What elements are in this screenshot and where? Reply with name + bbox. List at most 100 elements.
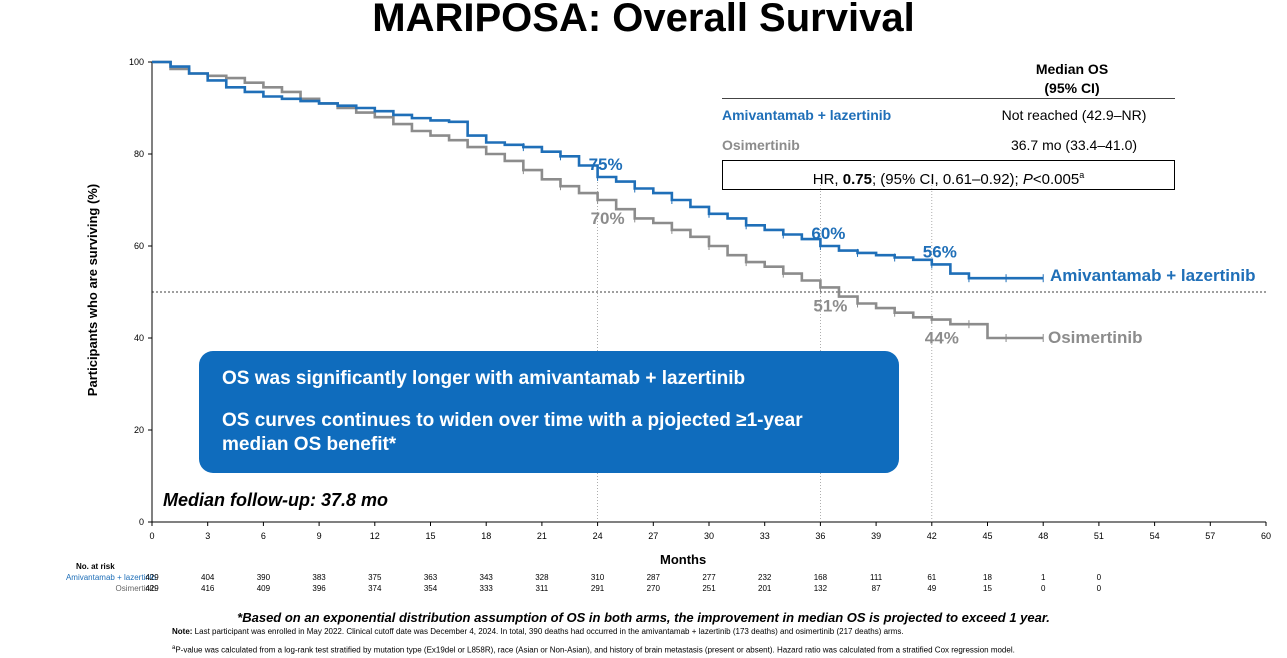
hazard-ratio-box: HR, 0.75; (95% CI, 0.61–0.92); P<0.005a [722, 160, 1175, 190]
risk-value: 328 [535, 573, 549, 582]
risk-value: 0 [1096, 584, 1102, 593]
risk-value: 277 [702, 573, 716, 582]
x-tick-label: 51 [1094, 531, 1104, 541]
risk-value: 168 [813, 573, 828, 582]
x-tick-label: 30 [704, 531, 714, 541]
pvalue-superscript: a [172, 645, 176, 651]
risk-value: 251 [702, 584, 716, 593]
series-end-label-osimertinib: Osimertinib [1048, 328, 1142, 347]
key-findings-callout: OS was significantly longer with amivant… [199, 351, 899, 473]
callout-line-2: OS curves continues to widen over time w… [222, 410, 803, 455]
percent-label: 60% [811, 224, 845, 243]
risk-value: 363 [423, 573, 438, 582]
survival-curve-osimertinib [152, 60, 1044, 340]
x-tick-label: 36 [815, 531, 825, 541]
hr-middle: ; (95% CI, 0.61–0.92); [871, 171, 1023, 188]
x-tick-label: 54 [1150, 531, 1160, 541]
risk-value: 1 [1040, 573, 1046, 582]
risk-value: 310 [590, 573, 605, 582]
median-os-header-line1: Median OS [1035, 61, 1109, 77]
percent-label: 75% [589, 155, 623, 174]
hr-superscript: a [1079, 170, 1085, 180]
risk-value: 311 [535, 584, 549, 593]
risk-row-label-amivantamab: Amivantamab + lazertinib [65, 573, 156, 582]
risk-row-label-osimertinib: Osimertinib [115, 584, 156, 593]
median-os-header-line2: (95% CI) [1044, 80, 1100, 96]
x-tick-label: 9 [317, 531, 322, 541]
note-label: Note: [172, 627, 193, 636]
x-axis-label: Months [660, 552, 707, 567]
percent-label: 70% [591, 209, 625, 228]
median-row-amivantamab-value: Not reached (42.9–NR) [1001, 107, 1147, 123]
risk-table-title: No. at risk [76, 562, 115, 571]
x-tick-label: 24 [593, 531, 603, 541]
callout-line-1: OS was significantly longer with amivant… [222, 368, 746, 389]
risk-value: 374 [368, 584, 382, 593]
y-tick-label: 20 [134, 425, 144, 435]
x-tick-label: 45 [982, 531, 992, 541]
median-os-header: Median OS (95% CI) [982, 60, 1162, 98]
percent-label: 51% [813, 296, 847, 315]
risk-value: 429 [145, 573, 159, 582]
risk-value: 0 [1040, 584, 1046, 593]
x-tick-label: 0 [149, 531, 154, 541]
x-tick-label: 12 [370, 531, 380, 541]
risk-value: 132 [813, 584, 828, 593]
x-tick-label: 57 [1205, 531, 1215, 541]
median-row-osimertinib-name: Osimertinib [722, 137, 800, 153]
hr-p-label: P [1022, 171, 1033, 188]
y-axis-label: Participants who are surviving (%) [85, 184, 100, 396]
x-tick-label: 15 [425, 531, 435, 541]
risk-value: 287 [646, 573, 660, 582]
percent-annotations: 75% 70% 60% 51% 56% 44% [589, 155, 959, 348]
hr-p-value: <0.005 [1032, 171, 1080, 188]
risk-value: 333 [479, 584, 493, 593]
risk-value: 354 [423, 584, 438, 593]
y-tick-label: 60 [134, 241, 144, 251]
risk-value: 87 [871, 584, 881, 593]
number-at-risk-table: No. at risk Amivantamab + lazertinib Osi… [0, 562, 1287, 598]
risk-value: 61 [927, 573, 937, 582]
risk-value: 416 [201, 584, 215, 593]
risk-value: 49 [927, 584, 937, 593]
risk-value: 232 [758, 573, 772, 582]
risk-value: 404 [201, 573, 215, 582]
cutoff-note: Note: Last participant was enrolled in M… [172, 627, 904, 636]
x-tick-label: 42 [927, 531, 937, 541]
y-tick-label: 80 [134, 149, 144, 159]
page-title: MARIPOSA: Overall Survival [372, 0, 915, 40]
risk-value: 15 [983, 584, 992, 593]
x-tick-label: 6 [261, 531, 266, 541]
median-row-amivantamab-name: Amivantamab + lazertinib [722, 107, 892, 123]
x-tick-label: 3 [205, 531, 210, 541]
x-tick-label: 18 [481, 531, 491, 541]
risk-value: 18 [983, 573, 992, 582]
x-tick-label: 39 [871, 531, 881, 541]
risk-value: 396 [312, 584, 326, 593]
note-text: Last participant was enrolled in May 202… [192, 627, 904, 636]
percent-label: 56% [923, 242, 957, 261]
projection-footnote: *Based on an exponential distribution as… [237, 610, 1050, 625]
risk-value: 429 [145, 584, 159, 593]
risk-value: 375 [368, 573, 382, 582]
y-tick-label: 40 [134, 333, 144, 343]
y-tick-label: 100 [129, 57, 144, 67]
risk-value: 201 [758, 584, 772, 593]
survival-curve-amivantamab [152, 60, 1044, 280]
risk-value: 270 [646, 584, 660, 593]
pvalue-text: P-value was calculated from a log-rank t… [175, 645, 1015, 655]
hr-prefix: HR, [812, 171, 843, 188]
risk-value: 111 [870, 573, 883, 582]
median-followup: Median follow-up: 37.8 mo [163, 490, 389, 510]
survival-curves [152, 60, 1044, 342]
risk-value: 390 [256, 573, 271, 582]
hr-value: 0.75 [842, 171, 872, 188]
risk-value: 0 [1096, 573, 1102, 582]
risk-value: 409 [256, 584, 271, 593]
median-table-rule [722, 98, 1175, 99]
risk-value: 291 [590, 584, 605, 593]
x-tick-label: 21 [537, 531, 547, 541]
y-tick-label: 0 [139, 517, 144, 527]
percent-label: 44% [925, 329, 959, 348]
